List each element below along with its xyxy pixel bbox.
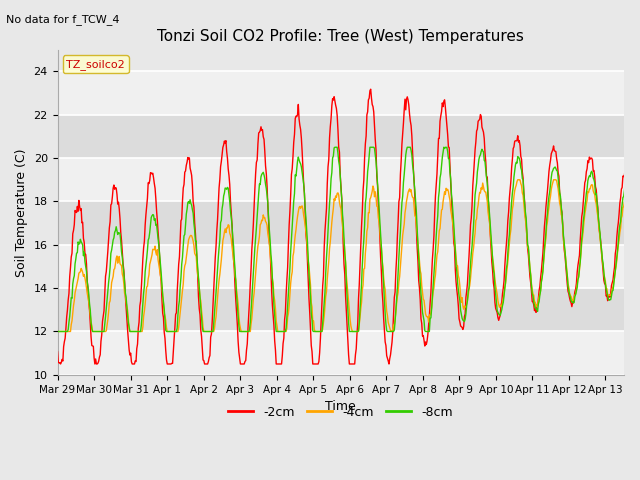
-2cm bbox=[282, 310, 289, 316]
Line: -4cm: -4cm bbox=[58, 180, 640, 332]
Line: -8cm: -8cm bbox=[58, 147, 640, 332]
-2cm bbox=[230, 266, 238, 272]
-4cm bbox=[122, 300, 130, 305]
-8cm bbox=[281, 329, 289, 335]
-8cm bbox=[230, 243, 237, 249]
-4cm bbox=[410, 204, 418, 209]
-2cm bbox=[638, 279, 640, 285]
Bar bbox=[58, 288, 624, 332]
-4cm bbox=[514, 177, 522, 183]
-8cm bbox=[638, 275, 640, 281]
Line: -2cm: -2cm bbox=[58, 89, 640, 364]
-2cm bbox=[54, 349, 61, 355]
-4cm bbox=[230, 257, 237, 263]
Bar bbox=[58, 115, 624, 158]
Text: No data for f_TCW_4: No data for f_TCW_4 bbox=[6, 14, 120, 25]
-2cm bbox=[123, 315, 131, 321]
-8cm bbox=[259, 170, 266, 176]
-2cm bbox=[57, 361, 65, 367]
Legend: -2cm, -4cm, -8cm: -2cm, -4cm, -8cm bbox=[223, 401, 458, 424]
Bar bbox=[58, 245, 624, 288]
-8cm bbox=[444, 149, 451, 155]
Bar bbox=[58, 72, 624, 115]
-2cm bbox=[412, 209, 419, 215]
-2cm bbox=[367, 86, 374, 92]
Y-axis label: Soil Temperature (C): Soil Temperature (C) bbox=[15, 148, 28, 276]
-4cm bbox=[54, 329, 61, 335]
X-axis label: Time: Time bbox=[325, 400, 356, 413]
-2cm bbox=[445, 144, 452, 150]
-8cm bbox=[54, 329, 61, 335]
-8cm bbox=[331, 144, 339, 150]
Bar bbox=[58, 158, 624, 202]
-8cm bbox=[122, 294, 130, 300]
-4cm bbox=[443, 187, 451, 193]
-4cm bbox=[281, 329, 289, 335]
Bar bbox=[58, 332, 624, 375]
Bar bbox=[58, 202, 624, 245]
-8cm bbox=[411, 188, 419, 193]
-4cm bbox=[259, 218, 266, 224]
-4cm bbox=[638, 275, 640, 280]
Title: Tonzi Soil CO2 Profile: Tree (West) Temperatures: Tonzi Soil CO2 Profile: Tree (West) Temp… bbox=[157, 29, 524, 44]
-2cm bbox=[259, 134, 267, 140]
